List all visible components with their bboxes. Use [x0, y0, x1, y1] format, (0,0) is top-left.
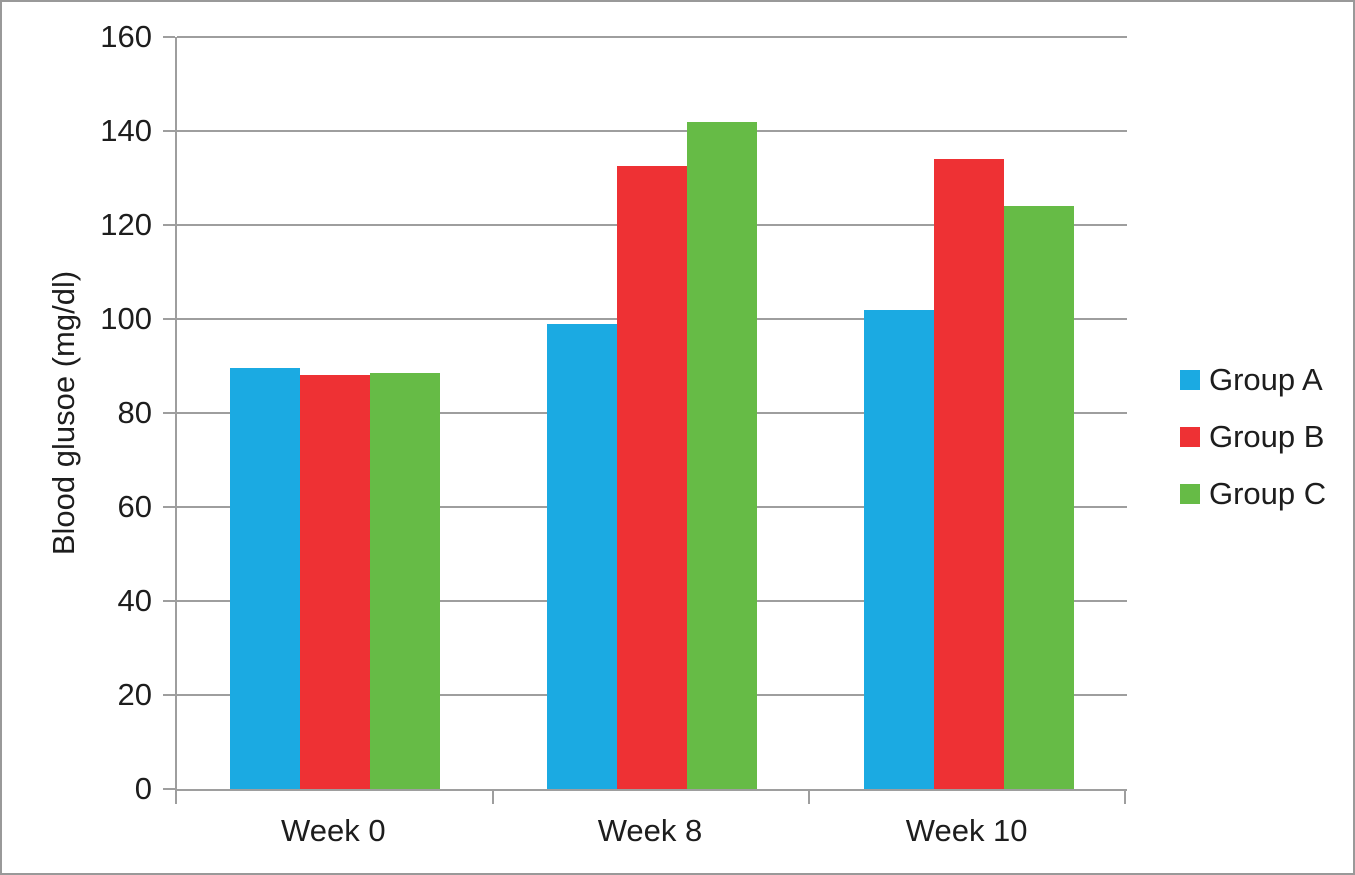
y-tick-mark-80: [163, 412, 175, 414]
y-tick-label-160: 160: [100, 19, 152, 54]
x-tick-label-week-8: Week 8: [597, 813, 703, 848]
legend-swatch-group-a: [1180, 370, 1200, 390]
x-tick-mark-1: [492, 791, 494, 804]
gridline-140: [177, 130, 1127, 132]
plot-area: [175, 36, 1127, 791]
legend-label: Group B: [1209, 419, 1325, 454]
y-tick-label-80: 80: [117, 395, 152, 430]
x-tick-label-week-0: Week 0: [281, 813, 386, 848]
legend: Group A Group B Group C: [1180, 362, 1326, 512]
legend-item-group-b: Group B: [1180, 419, 1326, 455]
y-tick-label-0: 0: [134, 771, 152, 806]
bar-group-b-week-10: [933, 159, 1004, 789]
legend-swatch-group-b: [1180, 427, 1200, 447]
bar-group-b-week-8: [617, 166, 687, 789]
x-tick-label-week-10: Week 10: [905, 813, 1028, 848]
y-tick-label-120: 120: [100, 207, 152, 242]
x-tick-mark-3: [1124, 791, 1126, 804]
bar-group-a-week-10: [863, 309, 934, 789]
legend-item-group-c: Group C: [1180, 476, 1326, 512]
legend-label: Group C: [1209, 476, 1327, 511]
legend-swatch-group-c: [1180, 484, 1200, 504]
y-tick-mark-60: [163, 506, 175, 508]
bar-group-a-week-0: [230, 368, 301, 789]
y-tick-mark-0: [163, 788, 175, 790]
legend-item-group-a: Group A: [1180, 362, 1326, 398]
bar-group-c-week-0: [370, 373, 441, 789]
x-tick-mark-2: [808, 791, 810, 804]
y-tick-mark-140: [163, 130, 175, 132]
bar-group-c-week-8: [687, 121, 757, 789]
y-tick-label-60: 60: [117, 489, 152, 524]
x-tick-mark-0: [175, 791, 177, 804]
gridline-160: [177, 36, 1127, 38]
y-tick-mark-20: [163, 694, 175, 696]
y-tick-label-100: 100: [100, 301, 152, 336]
bar-group-b-week-0: [300, 375, 371, 789]
legend-label: Group A: [1209, 362, 1323, 397]
bar-group-c-week-10: [1003, 206, 1074, 789]
y-tick-mark-100: [163, 318, 175, 320]
y-tick-label-40: 40: [117, 583, 152, 618]
y-tick-mark-120: [163, 224, 175, 226]
bar-group-a-week-8: [547, 323, 617, 789]
y-tick-label-20: 20: [117, 677, 152, 712]
y-tick-mark-160: [163, 36, 175, 38]
y-tick-mark-40: [163, 600, 175, 602]
y-tick-label-140: 140: [100, 113, 152, 148]
